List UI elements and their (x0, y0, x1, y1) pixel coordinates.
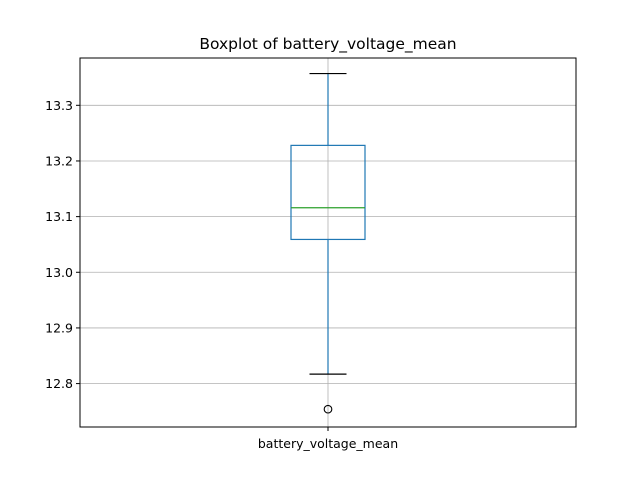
y-tick-label: 12.8 (45, 376, 73, 391)
y-tick-label: 13.3 (45, 98, 73, 113)
y-tick-label: 13.0 (45, 265, 73, 280)
y-tick-label: 12.9 (45, 320, 73, 335)
axis-layer: 12.8 12.9 13.0 13.1 13.2 13.3 battery_voltage_… (45, 98, 398, 451)
plot-layer (290, 72, 366, 414)
outlier-point (323, 404, 333, 414)
chart-title: Boxplot of battery_voltage_mean (199, 35, 456, 54)
y-tick-label: 13.1 (45, 209, 73, 224)
y-tick-label: 13.2 (45, 153, 73, 168)
x-tick-label: battery_voltage_mean (258, 436, 398, 451)
box-iqr (290, 144, 366, 241)
plot-frame (79, 57, 577, 428)
